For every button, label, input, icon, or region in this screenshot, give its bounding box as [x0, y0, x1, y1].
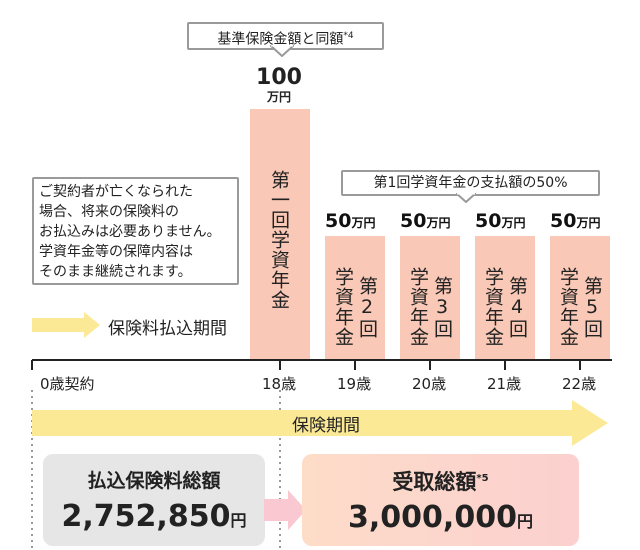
axis-label-0: 0歳契約 [40, 375, 95, 393]
payment-5-bar [550, 236, 610, 359]
total-received-value: 3,000,000円 [302, 500, 579, 535]
payment-amount-number: 50 [475, 210, 502, 232]
coverage-period-label: 保険期間 [292, 416, 360, 436]
payment-2-label-order: 第2回 [356, 275, 378, 339]
info-line: そのまま継続されます。 [39, 264, 192, 280]
payment-amount-unit: 万円 [576, 216, 601, 230]
payment-4-amount: 50万円 [475, 210, 525, 232]
coverage-period-arrow [32, 400, 608, 446]
payment-4-bar [475, 236, 535, 359]
info-line: ご契約者が亡くなられた [39, 184, 193, 200]
first-payment-bar [250, 109, 310, 359]
payment-3-bar [400, 236, 460, 359]
payment-2-bar [325, 236, 385, 359]
total-premium-box: 払込保険料総額 2,752,850円 [43, 454, 265, 546]
total-premium-amount: 2,752,850 [61, 499, 231, 534]
first-payment-amount: 100 万円 [248, 65, 310, 105]
total-received-unit: 円 [516, 512, 533, 531]
total-received-amount: 3,000,000 [348, 500, 517, 535]
premium-period-label: 保険料払込期間 [108, 319, 227, 339]
payment-3-amount: 50万円 [400, 210, 450, 232]
first-payment-number: 100 [256, 65, 302, 90]
axis-label-22: 22歳 [562, 375, 597, 393]
first-payment-unit: 万円 [266, 90, 291, 104]
payment-3-label-type: 学資年金 [407, 267, 429, 347]
footnote-4: *4 [343, 31, 354, 41]
axis-label-18: 18歳 [262, 375, 297, 393]
total-received-title-text: 受取総額 [392, 470, 477, 494]
total-received-title: 受取総額*5 [302, 466, 579, 496]
callout-pointer [456, 193, 476, 203]
payment-5-label-type: 学資年金 [557, 267, 579, 347]
total-premium-value: 2,752,850円 [43, 499, 265, 534]
footnote-5: *5 [476, 473, 489, 484]
info-line: 場合、将来の保険料の [39, 204, 179, 220]
payment-5-label-order: 第5回 [581, 275, 603, 339]
info-line: お払込みは必要ありません。 [39, 224, 221, 240]
payment-amount-unit: 万円 [351, 216, 376, 230]
payment-amount-number: 50 [550, 210, 577, 232]
total-premium-title: 払込保険料総額 [87, 470, 221, 492]
payment-4-label-type: 学資年金 [482, 267, 504, 347]
first-payment-label: 第一回学資年金 [268, 170, 290, 310]
axis-label-20: 20歳 [412, 375, 447, 393]
info-callout: ご契約者が亡くなられた 場合、将来の保険料の お払込みは必要ありません。 学資年… [32, 177, 239, 285]
half-amount-callout-text: 第1回学資年金の支払額の50% [373, 175, 568, 191]
payment-5-amount: 50万円 [550, 210, 600, 232]
callout-pointer [270, 45, 294, 57]
payment-2-label-type: 学資年金 [332, 267, 354, 347]
total-received-box: 受取総額*5 3,000,000円 [302, 454, 579, 546]
payment-amount-unit: 万円 [426, 216, 451, 230]
conversion-arrow [264, 490, 306, 530]
premium-period-arrow [32, 312, 100, 338]
base-amount-callout-text: 基準保険金額と同額 [217, 31, 344, 48]
payment-amount-unit: 万円 [501, 216, 526, 230]
info-line: 学資年金等の保障内容は [39, 244, 193, 260]
payment-3-label-order: 第3回 [431, 275, 453, 339]
total-premium-unit: 円 [230, 511, 247, 530]
payment-amount-number: 50 [325, 210, 352, 232]
payment-4-label-order: 第4回 [506, 275, 528, 339]
payment-amount-number: 50 [400, 210, 427, 232]
axis-label-19: 19歳 [337, 375, 372, 393]
axis-label-21: 21歳 [487, 375, 522, 393]
payment-2-amount: 50万円 [325, 210, 375, 232]
